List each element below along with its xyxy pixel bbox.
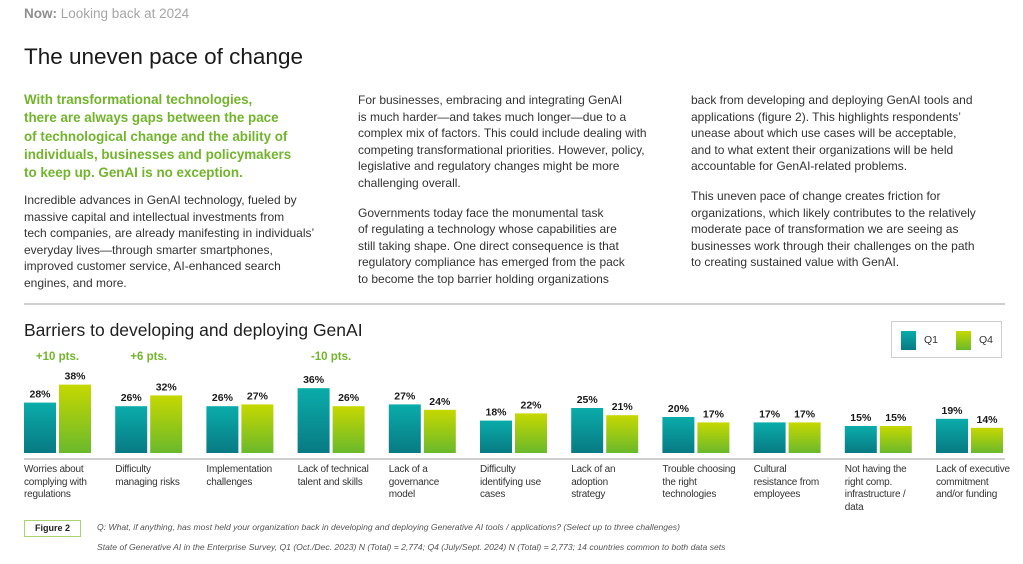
change-annotation: +10 pts. [36, 351, 79, 363]
text-column-2: For businesses, embracing and integratin… [358, 92, 678, 288]
category-label: Implementation challenges [206, 464, 272, 488]
value-label-q4-5: 22% [520, 399, 542, 411]
chart-title: Barriers to developing and deploying Gen… [24, 320, 363, 340]
body-paragraph: This uneven pace of change creates frict… [691, 188, 976, 270]
value-label-q1-4: 27% [394, 390, 416, 402]
value-label-q1-2: 26% [212, 392, 234, 404]
legend-swatch-q1 [901, 331, 916, 350]
value-label-q4-3: 26% [338, 392, 360, 404]
legend-label-q1: Q1 [924, 334, 939, 346]
category-label: Worries about complying with regulations [24, 464, 87, 501]
value-label-q1-0: 28% [29, 389, 51, 401]
value-label-q4-0: 38% [64, 371, 86, 383]
intro-body-paragraph: Incredible advances in GenAI technology,… [24, 193, 315, 290]
body-paragraph: For businesses, embracing and integratin… [358, 93, 647, 190]
bar-q4-7 [697, 422, 730, 453]
bar-q4-4 [423, 409, 456, 453]
body-paragraph: Governments today face the monumental ta… [358, 205, 625, 286]
value-label-q4-6: 21% [612, 401, 634, 413]
value-label-q1-6: 25% [577, 394, 599, 406]
section-divider [24, 303, 1005, 305]
value-label-q4-8: 17% [794, 408, 816, 420]
lead-paragraph: With transformational technologies, ther… [24, 92, 292, 181]
bar-q1-9 [844, 426, 877, 453]
bar-q4-1 [150, 395, 183, 453]
category-label: Trouble choosing the right technologies [662, 464, 736, 501]
change-annotation: +6 pts. [130, 351, 167, 363]
bar-q1-8 [753, 422, 786, 453]
bar-q1-0 [24, 402, 56, 453]
text-column-3: back from developing and deploying GenAI… [691, 92, 1016, 271]
bar-q4-8 [788, 422, 821, 453]
change-annotation: -10 pts. [311, 351, 351, 363]
survey-source: State of Generative AI in the Enterprise… [97, 542, 726, 552]
bars-layer: 28% 38% 26% 32% 26% 27% 36% 26% 27% 24% 18% 22% 25% 2… [24, 351, 1003, 453]
bar-q4-2 [241, 404, 274, 453]
value-label-q4-1: 32% [156, 381, 178, 393]
value-label-q1-5: 18% [485, 407, 507, 419]
legend-swatch-q4 [956, 331, 971, 350]
bar-q4-0 [59, 384, 91, 453]
bar-q4-6 [606, 415, 639, 453]
bar-q1-2 [206, 406, 239, 453]
value-label-q4-4: 24% [429, 396, 451, 408]
bar-q1-3 [297, 388, 330, 453]
figure-label: Figure 2 [24, 520, 81, 537]
chart-legend: Q1 Q4 [891, 321, 1002, 358]
value-label-q4-2: 27% [247, 390, 269, 402]
survey-question: Q: What, if anything, has most held your… [97, 522, 680, 532]
value-label-q4-9: 15% [885, 412, 907, 424]
bar-q4-3 [332, 406, 365, 453]
bar-q1-10 [936, 418, 968, 453]
category-label: Lack of a governance model [388, 464, 440, 501]
category-label: Not having the right comp. infrastructur… [844, 464, 907, 513]
value-label-q1-1: 26% [121, 392, 143, 404]
value-label-q1-3: 36% [303, 374, 325, 386]
bar-q1-7 [662, 417, 695, 453]
category-label: Difficulty identifying use cases [480, 464, 541, 501]
bar-q1-1 [115, 406, 148, 453]
category-label: Lack of technical talent and skills [297, 464, 369, 488]
bar-q4-5 [515, 413, 547, 453]
legend-label-q4: Q4 [979, 334, 994, 346]
category-label: Difficulty managing risks [115, 464, 180, 488]
bar-q1-5 [480, 420, 512, 453]
value-label-q1-9: 15% [850, 412, 872, 424]
kicker-text: Looking back at 2024 [60, 6, 190, 21]
category-label: Lack of an adoption strategy [571, 464, 616, 501]
x-axis-line [24, 458, 1005, 460]
body-paragraph: back from developing and deploying GenAI… [691, 93, 973, 174]
page-title: The uneven pace of change [24, 44, 303, 69]
kicker-bold: Now: [24, 6, 57, 21]
bar-q1-6 [571, 408, 604, 453]
bar-q1-4 [388, 404, 421, 453]
bar-q4-10 [971, 427, 1003, 453]
value-label-q1-7: 20% [668, 403, 690, 415]
section-kicker: Now: Looking back at 2024 [24, 6, 189, 21]
category-label: Cultural resistance from employees [753, 464, 820, 501]
value-label-q1-10: 19% [941, 405, 963, 417]
bar-q4-9 [879, 426, 912, 453]
category-label: Lack of executive commitment and/or fund… [936, 464, 1010, 501]
value-label-q1-8: 17% [759, 408, 781, 420]
value-label-q4-10: 14% [976, 414, 998, 426]
value-label-q4-7: 17% [703, 408, 725, 420]
